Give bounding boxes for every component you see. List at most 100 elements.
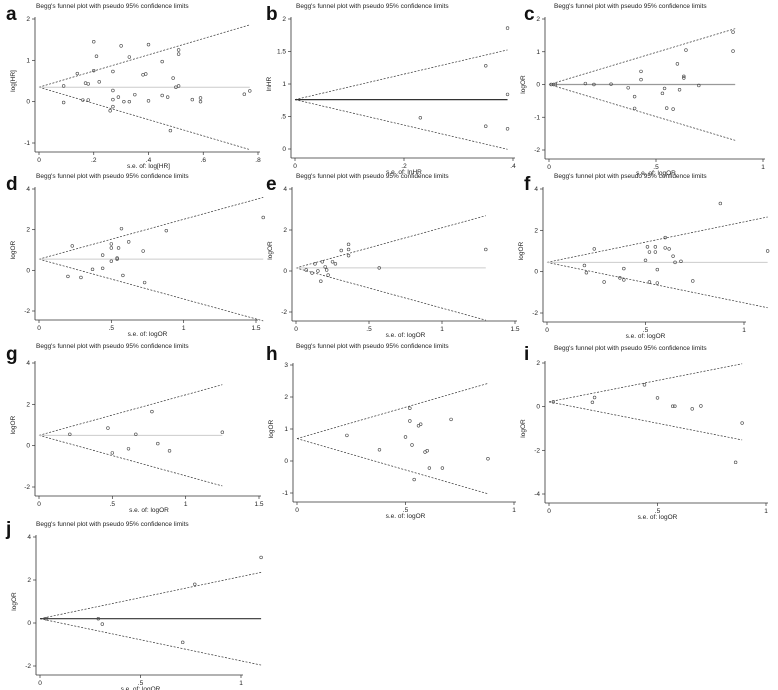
study-point [643, 258, 648, 262]
x-tick-label: 1 [761, 164, 765, 171]
funnel-plot-panel-i: i Begg's funnel plot with pseudo 95% conf… [520, 344, 768, 521]
study-point [68, 432, 72, 436]
study-point [765, 249, 770, 253]
x-tick-label: 0 [545, 327, 549, 334]
y-tick-label: -2 [24, 484, 30, 491]
study-point [144, 72, 148, 76]
study-point [699, 404, 703, 408]
study-point [584, 271, 589, 275]
upper-confidence-limit [38, 384, 223, 436]
y-tick-label: -2 [24, 308, 30, 315]
study-point [176, 52, 181, 56]
panel-label: c [524, 4, 535, 25]
study-point [592, 247, 596, 251]
x-tick-label: .5 [643, 327, 649, 334]
study-point [440, 466, 445, 470]
study-point [553, 82, 558, 87]
study-point [345, 433, 349, 438]
study-point [174, 85, 178, 89]
study-point [126, 240, 131, 244]
study-point [671, 107, 675, 111]
x-tick-label: 1 [512, 507, 516, 514]
study-point [164, 228, 169, 233]
x-tick-label: .8 [255, 157, 261, 164]
study-point [425, 449, 429, 453]
y-tick-label: 0 [282, 146, 286, 153]
study-point [664, 106, 669, 110]
study-point [310, 271, 314, 275]
study-point [259, 555, 263, 560]
study-point [733, 460, 738, 465]
y-tick-label: 4 [27, 534, 31, 541]
study-point [110, 451, 115, 455]
study-point [675, 62, 680, 66]
study-point [44, 616, 48, 621]
lower-confidence-limit [38, 86, 250, 150]
funnel-plot-panel-f: f Begg's funnel plot with pseudo 95% conf… [518, 173, 770, 340]
study-point [412, 477, 416, 482]
x-tick-label: .4 [510, 163, 516, 170]
study-point [655, 281, 660, 285]
study-point [109, 259, 114, 263]
study-point [673, 260, 677, 265]
x-tick-label: .5 [655, 508, 661, 515]
study-point [333, 262, 338, 266]
study-point [622, 266, 626, 271]
study-point [655, 267, 660, 272]
y-axis-label: logOR [518, 241, 525, 260]
y-tick-label: 1.5 [277, 49, 286, 56]
y-tick-label: 1 [284, 426, 288, 433]
lower-confidence-limit [548, 84, 736, 141]
study-point [83, 81, 88, 85]
upper-confidence-limit [295, 215, 486, 269]
study-point [100, 266, 105, 270]
plot-title: Begg's funnel plot with pseudo 95% confi… [554, 345, 707, 352]
x-axis-label: s.e. of: lnHR [386, 169, 422, 176]
study-point [92, 68, 96, 73]
funnel-plot-panel-b: b Begg's funnel plot with pseudo 95% conf… [266, 3, 516, 176]
y-tick-label: 2 [27, 577, 31, 584]
study-point [61, 84, 66, 88]
y-tick-label: -1 [24, 140, 30, 147]
y-tick-label: 2 [26, 16, 30, 23]
study-point [92, 40, 96, 44]
panel-label: g [6, 344, 18, 365]
study-point [662, 86, 667, 91]
x-tick-label: 1 [239, 680, 243, 687]
y-tick-label: -2 [532, 310, 538, 317]
study-point [346, 247, 351, 252]
study-point [75, 71, 80, 76]
study-point [505, 26, 510, 30]
y-tick-label: -4 [534, 491, 540, 498]
y-tick-label: 4 [283, 186, 287, 193]
plot-title: Begg's funnel plot with pseudo 95% confi… [554, 3, 707, 10]
y-axis-label: logOR [10, 240, 17, 259]
study-point [484, 64, 488, 68]
funnel-plot-panel-a: a Begg's funnel plot with pseudo 95% conf… [6, 3, 261, 170]
study-point [551, 400, 556, 404]
study-point [653, 250, 658, 254]
study-point [639, 69, 643, 74]
study-point [582, 263, 587, 268]
y-tick-label: 2 [536, 16, 540, 23]
upper-confidence-limit [548, 363, 743, 403]
y-axis-label: logOR [267, 241, 274, 260]
study-point [70, 244, 74, 248]
study-point [592, 395, 597, 400]
study-point [109, 246, 114, 250]
plot-title: Begg's funnel plot with pseudo 95% confi… [36, 173, 189, 180]
funnel-plot-panel-j: j Begg's funnel plot with pseudo 95% conf… [5, 519, 263, 690]
study-point [626, 86, 630, 90]
study-point [319, 279, 323, 283]
study-point [100, 253, 105, 257]
study-point [682, 74, 686, 79]
x-tick-label: 0 [38, 680, 42, 687]
study-point [242, 92, 247, 96]
study-point [377, 448, 382, 452]
study-point [731, 30, 735, 34]
y-axis-label: logOR [520, 419, 527, 438]
y-tick-label: 2 [534, 227, 538, 234]
y-tick-label: 0 [26, 443, 30, 450]
study-point [449, 417, 453, 422]
study-point [142, 280, 147, 285]
